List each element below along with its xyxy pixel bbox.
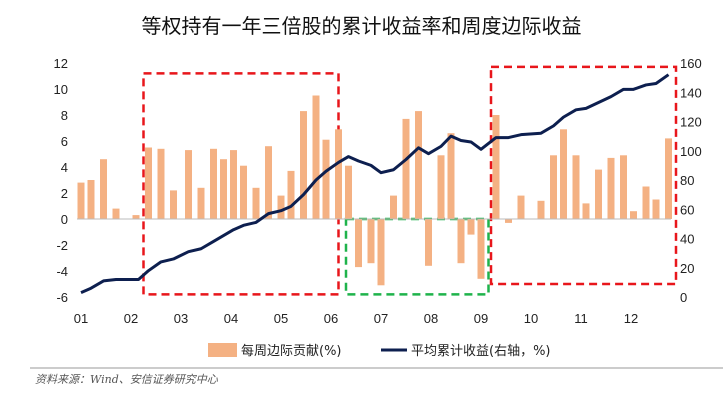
bar-series [77,95,672,286]
bar-42 [572,155,580,219]
bar-8 [170,190,177,219]
right-tick-label: 140 [680,85,702,100]
bar-48 [642,186,650,219]
bar-26 [377,219,385,286]
left-tick-label: -2 [56,238,68,253]
x-tick-label: 09 [474,311,488,326]
bar-6 [145,147,152,219]
right-tick-label: 80 [680,173,694,188]
x-tick-label: 11 [574,311,588,326]
x-tick-label: 10 [524,311,538,326]
bar-44 [595,169,602,219]
right-tick-label: 100 [680,144,702,159]
bar-3 [100,159,107,219]
bar-14 [240,165,247,219]
bar-22 [335,129,342,219]
bar-41 [560,129,567,219]
bar-24 [355,219,362,268]
bar-45 [607,157,615,219]
bar-11 [210,148,217,219]
x-tick-label: 07 [374,311,388,326]
x-tick-label: 02 [124,311,138,326]
bar-16 [265,146,272,219]
x-tick-label: 01 [74,311,88,326]
bar-37 [505,219,512,223]
bar-27 [390,195,397,219]
cumulative-return-line [80,73,670,294]
bar-38 [517,195,525,219]
right-tick-label: 20 [680,261,694,276]
highlight-box-3 [489,65,678,286]
bar-31 [437,155,445,219]
bar-49 [652,199,660,219]
x-tick-label: 08 [424,311,438,326]
bar-29 [415,111,422,219]
x-tick-label: 06 [324,311,338,326]
left-tick-label: 8 [61,108,68,123]
bar-40 [550,155,557,219]
bar-23 [345,165,352,219]
bar-43 [582,203,590,219]
bar-50 [665,138,672,219]
bar-20 [312,95,320,219]
x-tick-label: 12 [624,311,638,326]
left-tick-label: 12 [54,56,68,71]
bar-33 [457,219,465,264]
bar-30 [425,219,432,266]
right-tick-label: 0 [680,290,687,305]
bar-35 [477,219,485,279]
x-axis-ticks: 01 02 03 04 05 06 07 08 09 10 11 12 [74,311,638,326]
left-tick-label: 10 [54,82,68,97]
bar-10 [197,187,205,219]
bar-7 [157,148,165,219]
highlight-box-2 [344,217,490,296]
bar-18 [287,170,295,219]
chart-title: 等权持有一年三倍股的累计收益率和周度边际收益 [141,14,582,38]
bar-2 [87,180,95,219]
bar-17 [277,195,285,219]
legend-line-label: 平均累计收益(右轴，%) [411,344,551,359]
legend-bar-label: 每周边际贡献(%) [241,343,342,359]
left-axis-ticks: -6 -4 -2 0 2 4 6 8 10 12 [54,56,68,305]
bar-12 [220,159,227,219]
legend-bar-swatch [208,343,237,357]
bar-4 [112,208,120,219]
bar-34 [467,219,475,235]
bar-15 [252,187,260,219]
bar-1 [77,182,85,219]
bar-36 [492,115,500,219]
right-tick-label: 40 [680,232,694,247]
source-note: 资料来源：Wind、安信证券研究中心 [35,373,218,386]
right-tick-label: 120 [680,115,702,130]
left-tick-label: 2 [61,186,68,201]
bar-32 [447,133,455,219]
left-tick-label: -6 [56,290,68,305]
x-tick-label: 04 [224,311,238,326]
left-tick-label: 4 [61,160,68,175]
bar-5 [132,215,140,219]
bar-47 [630,211,637,219]
right-tick-label: 60 [680,202,694,217]
x-tick-label: 05 [274,311,288,326]
left-tick-label: 6 [61,134,68,149]
left-tick-label: 0 [61,212,68,227]
bar-19 [300,111,307,219]
bar-21 [322,139,330,219]
bar-28 [402,118,410,219]
bar-13 [230,150,237,219]
right-axis-ticks: 0 20 40 60 80 100 120 140 160 [680,56,702,305]
left-tick-label: -4 [56,264,68,279]
x-tick-label: 03 [174,311,188,326]
bar-9 [185,150,192,219]
bar-46 [620,155,627,219]
right-tick-label: 160 [680,56,702,71]
bar-25 [367,219,375,264]
bar-39 [537,200,545,219]
legend: 每周边际贡献(%) 平均累计收益(右轴，%) [208,343,551,359]
